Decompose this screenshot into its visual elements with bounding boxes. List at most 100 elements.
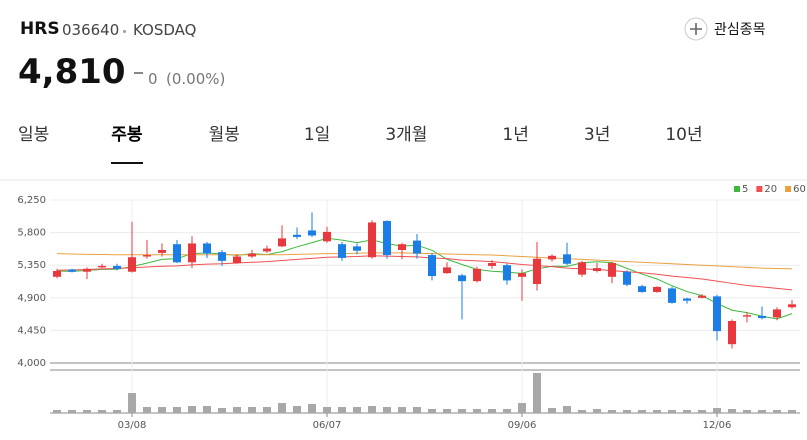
tab[interactable]: 3년 — [583, 125, 611, 145]
candle-body — [218, 252, 226, 261]
candle-body — [443, 267, 451, 274]
price-change: 0 — [148, 70, 158, 88]
volume-bar — [758, 410, 766, 413]
volume-bar — [518, 403, 526, 413]
candle-body — [413, 240, 421, 254]
candle-body — [278, 238, 286, 247]
candle-body — [653, 286, 661, 293]
candle-body — [398, 244, 406, 250]
volume-bar — [638, 410, 646, 413]
volume-bar — [683, 410, 691, 413]
y-tick-label: 5,350 — [17, 260, 46, 271]
candle-body — [383, 221, 391, 256]
volume-bar — [773, 410, 781, 413]
candle-body — [188, 243, 196, 263]
legend-label: 60 — [793, 184, 806, 195]
volume-bar — [728, 409, 736, 413]
x-tick-label: 09/06 — [508, 420, 537, 431]
candle-body — [773, 309, 781, 318]
volume-bar — [53, 410, 61, 413]
candle-body — [53, 270, 61, 277]
tab[interactable]: 주봉 — [111, 120, 143, 164]
candle-body — [623, 271, 631, 285]
candle-body — [548, 255, 556, 260]
candle-body — [353, 246, 361, 251]
volume-bar — [788, 410, 796, 413]
candle-body — [83, 268, 91, 272]
candle-body — [158, 249, 166, 253]
volume-bar — [398, 407, 406, 413]
volume-bar — [653, 410, 661, 413]
volume-bar — [458, 409, 466, 413]
volume-bar — [308, 404, 316, 413]
volume-bar — [443, 409, 451, 413]
candle-body — [308, 230, 316, 236]
stock-code: 036640 — [62, 21, 120, 39]
volume-bar — [548, 408, 556, 413]
legend-label: 5 — [742, 184, 748, 195]
candle-body — [428, 255, 436, 277]
volume-bar — [533, 373, 541, 413]
chart: 4,000 4,450 4,900 5,350 5,800 6,250 03/08 06/07… — [0, 179, 807, 431]
watch-button[interactable]: 관심종목 — [684, 16, 766, 42]
tab[interactable]: 일봉 — [18, 125, 50, 145]
candle-body — [788, 304, 796, 308]
volume-bar — [248, 407, 256, 413]
tab[interactable]: 1년 — [502, 125, 529, 145]
candle-body — [488, 263, 496, 266]
flat-icon — [134, 72, 143, 74]
volume-bar — [593, 409, 601, 413]
volume-bar — [233, 407, 241, 413]
candle-body — [368, 222, 376, 258]
candle-body — [608, 263, 616, 277]
x-tick-label: 03/08 — [118, 420, 147, 431]
volume-bar — [368, 406, 376, 413]
stock-name: HRS — [20, 19, 60, 39]
tab[interactable]: 10년 — [665, 125, 703, 145]
candle-body — [668, 288, 676, 303]
price: 4,810 — [18, 52, 126, 92]
y-tick-label: 4,000 — [17, 358, 46, 369]
legend-swatch — [756, 186, 763, 192]
tab[interactable]: 월봉 — [208, 125, 240, 145]
candle-body — [518, 273, 526, 277]
volume-bar — [158, 407, 166, 413]
volume-bar — [488, 409, 496, 413]
volume-bar — [128, 393, 136, 413]
tab[interactable]: 1일 — [303, 125, 331, 145]
separator — [123, 30, 126, 33]
candle-body — [68, 269, 76, 272]
volume-bar — [428, 409, 436, 413]
volume-bar — [503, 409, 511, 413]
volume-bar — [218, 408, 226, 413]
moving-average-line — [56, 255, 793, 291]
y-tick-label: 6,250 — [17, 195, 46, 206]
volume-bar — [113, 410, 121, 413]
candle-body — [563, 254, 571, 264]
volume-bar — [353, 407, 361, 413]
volume-bar — [323, 407, 331, 413]
candle-body — [293, 234, 301, 237]
moving-average-line — [56, 237, 793, 320]
volume-bar — [698, 410, 706, 413]
volume-bar — [338, 407, 346, 413]
candle-body — [503, 265, 511, 281]
volume-bar — [98, 410, 106, 413]
candle-body — [683, 298, 691, 301]
volume-bar — [743, 410, 751, 413]
volume-bar — [473, 409, 481, 413]
volume-bar — [203, 406, 211, 413]
volume-bar — [563, 406, 571, 413]
candle-body — [338, 244, 346, 258]
volume-bar — [383, 407, 391, 413]
change-rate: (0.00%) — [166, 70, 226, 88]
candle-body — [728, 320, 736, 345]
legend-swatch — [785, 186, 792, 192]
y-tick-label: 5,800 — [17, 228, 46, 239]
watch-label: 관심종목 — [714, 22, 766, 38]
tab[interactable]: 3개월 — [385, 125, 428, 145]
volume-bar — [263, 407, 271, 413]
volume-bar — [668, 410, 676, 413]
candle-body — [203, 243, 211, 254]
candle-body — [578, 262, 586, 275]
